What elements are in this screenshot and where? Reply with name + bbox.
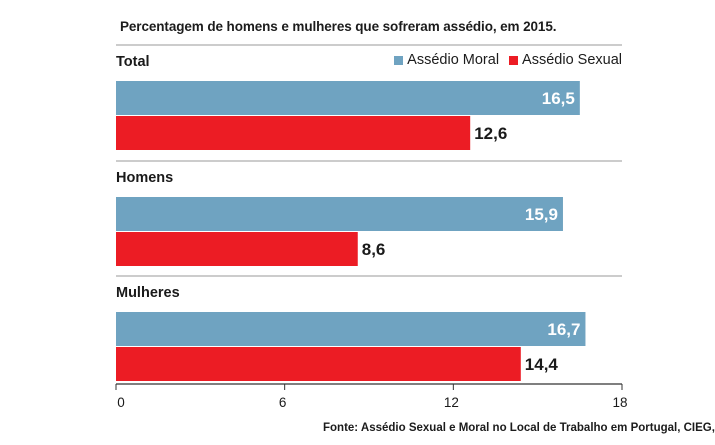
legend-swatch-moral — [394, 55, 404, 65]
data-label: 8,6 — [362, 240, 386, 259]
legend-swatch-sexual — [509, 55, 519, 65]
legend-item-moral: Assédio Moral — [394, 52, 499, 68]
data-label: 14,4 — [525, 355, 559, 374]
legend-item-sexual: Assédio Sexual — [509, 52, 622, 68]
category-label: Homens — [116, 170, 173, 186]
category-label: Mulheres — [116, 285, 180, 301]
bar-sexual — [116, 232, 358, 266]
chart-title: Percentagem de homens e mulheres que sof… — [120, 19, 557, 34]
data-label: 16,5 — [542, 89, 575, 108]
category-label: Total — [116, 54, 150, 70]
legend-label-sexual: Assédio Sexual — [522, 52, 622, 68]
data-label: 16,7 — [547, 320, 580, 339]
bar-sexual — [116, 347, 521, 381]
bar-moral — [116, 312, 586, 346]
legend-label-moral: Assédio Moral — [407, 52, 500, 68]
data-label: 15,9 — [525, 205, 558, 224]
legend: Assédio Moral Assédio Sexual — [384, 52, 622, 68]
source-note: Fonte: Assédio Sexual e Moral no Local d… — [323, 422, 715, 434]
bar-moral — [116, 81, 580, 115]
x-tick-label: 0 — [117, 395, 125, 410]
x-tick-label: 12 — [444, 395, 459, 410]
x-tick-label: 6 — [279, 395, 287, 410]
bar-moral — [116, 197, 563, 231]
bar-sexual — [116, 116, 471, 150]
x-tick-label: 18 — [612, 395, 627, 410]
data-label: 12,6 — [474, 124, 507, 143]
